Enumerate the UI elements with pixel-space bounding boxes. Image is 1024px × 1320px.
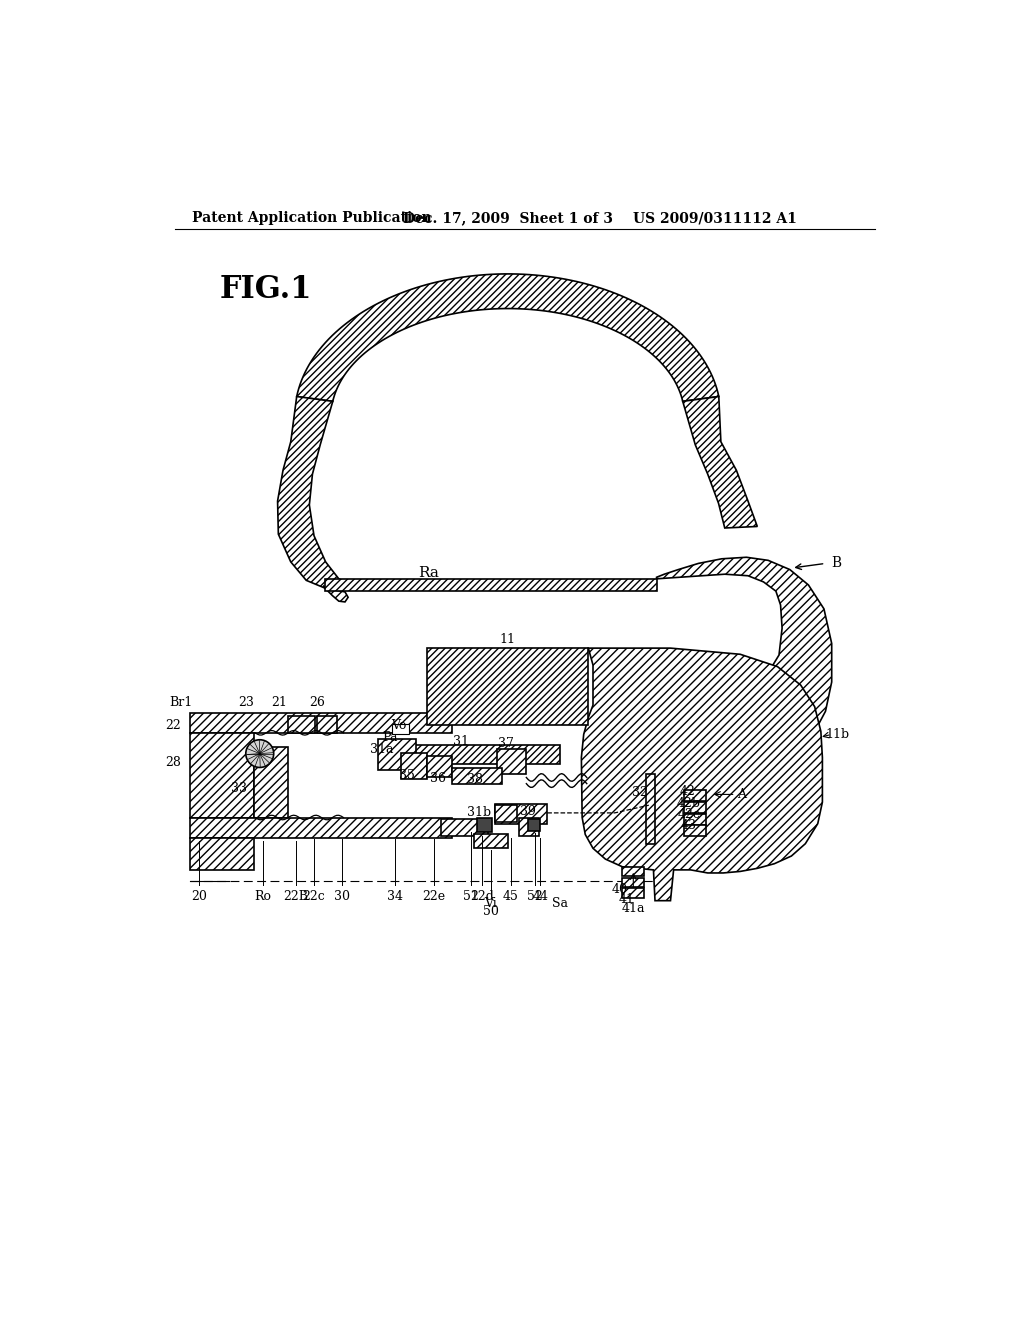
Polygon shape (582, 648, 822, 900)
Bar (518, 817, 539, 836)
Text: Vo: Vo (391, 719, 407, 733)
Text: 42c: 42c (678, 808, 700, 821)
Bar (623, 878, 644, 887)
Text: 22B: 22B (284, 890, 308, 903)
Text: A: A (737, 788, 746, 801)
Bar (427, 648, 589, 725)
Bar (684, 825, 707, 836)
Text: Vi: Vi (484, 898, 497, 911)
Text: FIG.1: FIG.1 (219, 273, 312, 305)
Text: 51: 51 (463, 890, 478, 903)
Bar (289, 715, 314, 733)
Text: Ro: Ro (254, 890, 271, 903)
Bar (254, 747, 288, 817)
Text: 37: 37 (499, 737, 514, 750)
Text: 45: 45 (503, 890, 519, 903)
Bar (684, 789, 707, 800)
Text: 38: 38 (467, 772, 483, 785)
Text: Pa: Pa (382, 731, 397, 744)
Bar (412, 744, 560, 763)
Bar (190, 817, 452, 837)
Text: 39: 39 (520, 805, 536, 818)
Text: Ra: Ra (418, 566, 439, 579)
Bar (190, 713, 452, 733)
Text: 52: 52 (527, 890, 543, 903)
Text: 42: 42 (680, 785, 695, 797)
Text: 41: 41 (618, 892, 634, 906)
Bar (646, 775, 655, 843)
Bar (427, 756, 452, 777)
Text: 22: 22 (165, 718, 181, 731)
Text: 26: 26 (309, 696, 325, 709)
Bar (495, 804, 547, 824)
Bar (190, 837, 254, 870)
Text: 36: 36 (430, 772, 446, 785)
Text: 43: 43 (681, 818, 697, 832)
Text: Dec. 17, 2009  Sheet 1 of 3: Dec. 17, 2009 Sheet 1 of 3 (403, 211, 613, 226)
Text: 31b: 31b (467, 807, 492, 820)
Text: 20: 20 (191, 890, 207, 903)
Bar (684, 803, 707, 813)
Bar (623, 867, 644, 876)
Text: B: B (831, 557, 842, 570)
Bar (441, 818, 487, 836)
Bar (325, 578, 656, 591)
Polygon shape (324, 586, 348, 602)
Bar (684, 814, 707, 825)
Text: Patent Application Publication: Patent Application Publication (191, 211, 431, 226)
Bar (391, 725, 409, 734)
Bar (528, 818, 541, 832)
Bar (190, 733, 254, 817)
Bar (497, 748, 526, 774)
Polygon shape (656, 557, 831, 775)
Text: 35: 35 (399, 770, 415, 783)
Text: 21: 21 (271, 696, 287, 709)
Text: 42b: 42b (677, 797, 701, 810)
Text: 41a: 41a (622, 902, 645, 915)
Text: 22d: 22d (470, 890, 495, 903)
Bar (317, 715, 337, 733)
Text: 11: 11 (500, 634, 516, 647)
Text: 22c: 22c (303, 890, 326, 903)
Text: US 2009/0311112 A1: US 2009/0311112 A1 (633, 211, 797, 226)
Text: Br1: Br1 (169, 696, 193, 709)
Bar (378, 739, 416, 770)
Bar (623, 888, 644, 898)
Text: 32: 32 (632, 787, 647, 800)
Text: 44: 44 (532, 890, 548, 903)
Bar (474, 834, 508, 849)
Text: 40: 40 (612, 883, 628, 896)
Text: 30: 30 (334, 890, 350, 903)
Text: 28: 28 (165, 755, 181, 768)
Polygon shape (278, 396, 352, 589)
Bar (496, 805, 517, 822)
Text: 33: 33 (230, 781, 247, 795)
Text: 31a: 31a (371, 743, 394, 756)
Text: Sa: Sa (553, 898, 568, 911)
Bar (400, 752, 427, 779)
Bar (452, 768, 502, 784)
Circle shape (246, 739, 273, 767)
Text: 11b: 11b (825, 727, 850, 741)
Text: 34: 34 (387, 890, 402, 903)
Text: 23: 23 (238, 696, 254, 709)
Text: 31: 31 (454, 735, 469, 748)
Text: 50: 50 (482, 906, 499, 917)
Polygon shape (683, 396, 758, 528)
Polygon shape (297, 275, 719, 401)
Text: 22e: 22e (423, 890, 445, 903)
Bar (477, 818, 493, 832)
